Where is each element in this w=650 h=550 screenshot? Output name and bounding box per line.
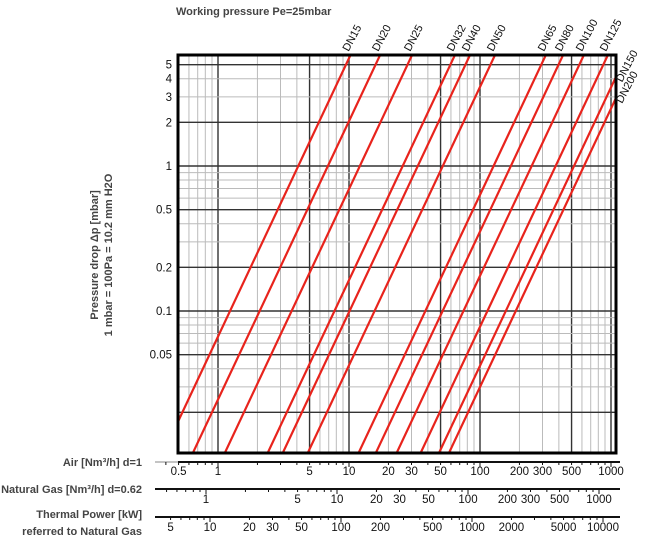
series-line-dn150 [437, 74, 616, 453]
y-tick-label: 4 [166, 74, 173, 86]
x-tick-label: 5 [167, 522, 173, 534]
series-line-dn15 [178, 55, 352, 425]
x-tick-label: 1000 [598, 466, 624, 478]
x-tick-label: 10 [331, 494, 344, 506]
x-axes: 0.5 1 5 10 20 30 50 100 200 300 500 1000 Air [Nm³/h]… [1, 457, 624, 538]
series-line-dn65 [357, 55, 548, 453]
grid [178, 55, 616, 453]
chart-title: Working pressure Pe=25mbar [176, 6, 332, 18]
x-tick-label: 30 [393, 494, 406, 506]
series-line-dn50 [306, 55, 497, 453]
x-tick-label: 50 [295, 522, 308, 534]
x-tick-label: 30 [405, 466, 418, 478]
y-axis-label: Pressure drop Δp [mbar] [89, 190, 101, 320]
x-axis-label: Natural Gas [Nm³/h] d=0.62 [1, 484, 142, 496]
x-axis-label: Air [Nm³/h] d=1 [63, 457, 142, 469]
x-tick-label: 10000 [587, 522, 619, 534]
x-tick-label: 5000 [551, 522, 577, 534]
x-tick-label: 1 [215, 466, 221, 478]
x-tick-label: 30 [266, 522, 279, 534]
series-label: DN25 [402, 23, 426, 53]
x-tick-label: 5 [294, 494, 300, 506]
x-tick-label: 20 [370, 494, 383, 506]
x-tick-label: 20 [382, 466, 395, 478]
y-tick-label: 0.2 [156, 262, 172, 274]
series-label: DN20 [370, 23, 394, 53]
x-tick-label: 200 [498, 494, 517, 506]
y-tick-label: 1 [166, 161, 172, 173]
x-tick-label: 0.5 [171, 466, 187, 478]
series-label: DN15 [341, 23, 365, 53]
x-tick-label: 5 [306, 466, 312, 478]
y-tick-label: 2 [166, 117, 172, 129]
x-axis-label: Thermal Power [kW] [36, 509, 142, 521]
x-tick-label: 10 [204, 522, 217, 534]
x-tick-label: 100 [458, 494, 477, 506]
x-tick-label: 1 [203, 494, 209, 506]
series-line-dn100 [395, 55, 586, 453]
plot-frame [176, 53, 618, 455]
series-label: DN125 [598, 18, 625, 54]
x-tick-label: 100 [331, 522, 350, 534]
x-tick-label: 200 [371, 522, 390, 534]
series-line-dn25 [223, 55, 414, 453]
x-tick-label: 500 [423, 522, 442, 534]
x-axis-label: referred to Natural Gas [22, 526, 142, 538]
y-tick-label: 0.5 [156, 205, 172, 217]
x-tick-label: 200 [510, 466, 529, 478]
series-line-dn20 [191, 55, 382, 453]
y-tick-label: 0.05 [150, 350, 172, 362]
series-line-dn32 [266, 55, 457, 453]
series-line-dn40 [281, 55, 472, 453]
x-tick-label: 50 [422, 494, 435, 506]
x-tick-label: 1000 [459, 522, 485, 534]
y-tick-label: 0.1 [156, 306, 172, 318]
y-axis-sublabel: 1 mbar = 100Pa = 10.2 mm H2O [103, 173, 115, 336]
x-tick-label: 500 [550, 494, 569, 506]
x-tick-label: 50 [434, 466, 447, 478]
y-axis-ticks: 5 4 3 2 1 0.5 0.2 0.1 0.05 [150, 60, 173, 362]
x-tick-label: 2000 [499, 522, 525, 534]
x-tick-label: 20 [243, 522, 256, 534]
y-tick-label: 5 [166, 60, 172, 72]
series-line-dn125 [419, 55, 610, 453]
series-lines [178, 55, 616, 453]
x-tick-label: 300 [521, 494, 540, 506]
x-tick-label: 500 [562, 466, 581, 478]
x-tick-label: 1000 [586, 494, 612, 506]
x-tick-label: 300 [533, 466, 552, 478]
series-label: DN100 [574, 18, 601, 54]
y-tick-label: 3 [166, 92, 172, 104]
x-tick-label: 100 [470, 466, 489, 478]
series-label: DN50 [485, 23, 509, 53]
x-tick-label: 10 [343, 466, 356, 478]
series-line-dn80 [374, 55, 565, 453]
